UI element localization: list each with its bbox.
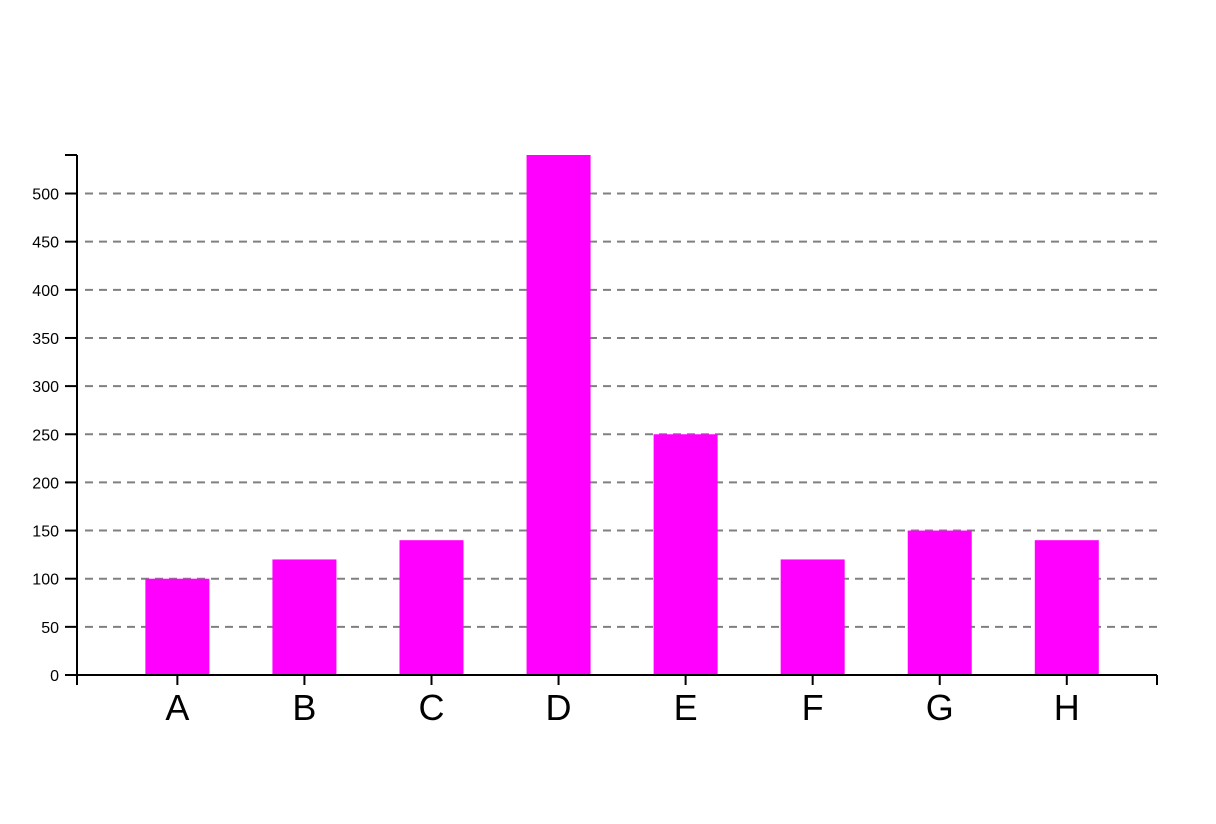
bar-E <box>653 434 718 675</box>
y-tick-label-100: 100 <box>32 572 59 589</box>
bar-F <box>780 559 845 675</box>
y-tick-label-150: 150 <box>32 524 59 541</box>
bar-A <box>145 578 210 675</box>
bar-D <box>526 155 591 675</box>
y-tick-label-250: 250 <box>32 427 59 444</box>
bar-C <box>399 540 464 675</box>
axes <box>65 154 1158 685</box>
tick-labels: 0 50 100 150 200 250 300 350 400 450 500 A B C D E F G H <box>32 187 1079 728</box>
y-tick-label-350: 350 <box>32 331 59 348</box>
y-tick-label-50: 50 <box>41 620 59 637</box>
bar-G <box>907 530 972 675</box>
x-tick-label-E: E <box>674 687 698 728</box>
x-tick-label-H: H <box>1054 687 1080 728</box>
x-tick-label-A: A <box>165 687 189 728</box>
y-tick-label-500: 500 <box>32 187 59 204</box>
x-tick-label-C: C <box>418 687 444 728</box>
y-tick-label-450: 450 <box>32 235 59 252</box>
y-tick-label-400: 400 <box>32 283 59 300</box>
x-tick-label-F: F <box>802 687 824 728</box>
x-tick-label-B: B <box>292 687 316 728</box>
x-tick-label-D: D <box>546 687 572 728</box>
bars <box>145 155 1099 675</box>
bar-B <box>272 559 337 675</box>
y-tick-label-300: 300 <box>32 379 59 396</box>
y-tick-label-0: 0 <box>50 668 59 685</box>
x-tick-label-G: G <box>926 687 954 728</box>
bar-H <box>1034 540 1099 675</box>
y-tick-label-200: 200 <box>32 475 59 492</box>
gridlines <box>85 192 1157 628</box>
